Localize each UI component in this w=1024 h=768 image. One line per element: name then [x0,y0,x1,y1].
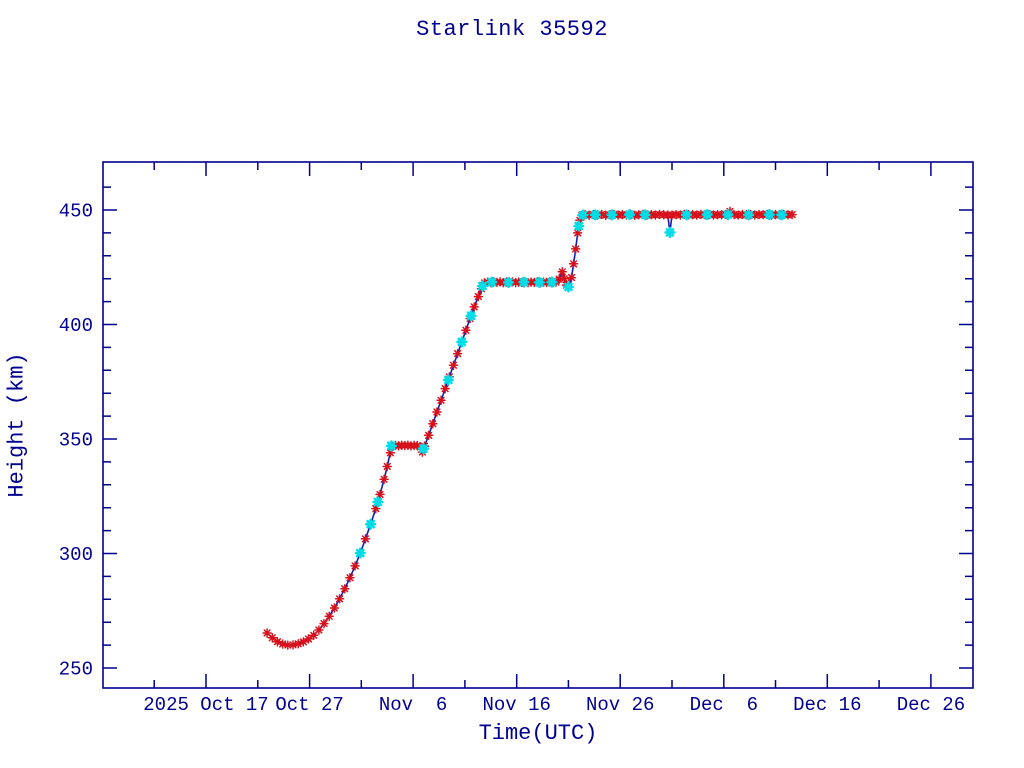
x-tick-label: Dec 26 [897,694,965,716]
x-tick-label: Dec 16 [793,694,861,716]
y-axis-label: Height (km) [4,352,30,498]
x-tick-label: 2025 Oct 17 [143,694,268,716]
y-tick-label: 400 [59,315,93,337]
cyan-asterisk-markers [354,209,788,559]
x-axis-label: Time(UTC) [478,721,598,746]
y-tick-label: 300 [59,544,93,566]
y-tick-label: 450 [59,201,93,223]
chart-title: Starlink 35592 [416,17,608,42]
y-tick-label: 350 [59,430,93,452]
axis-ticks [103,162,973,688]
axis-frame [102,161,974,689]
x-tick-label: Dec 6 [690,694,758,716]
x-tick-label: Oct 27 [275,694,343,716]
red-asterisk-markers [262,206,797,650]
x-tick-label: Nov 6 [379,694,447,716]
height-data-line [266,210,793,646]
y-tick-label: 250 [59,659,93,681]
x-tick-label: Nov 26 [586,694,654,716]
x-tick-label: Nov 16 [482,694,550,716]
